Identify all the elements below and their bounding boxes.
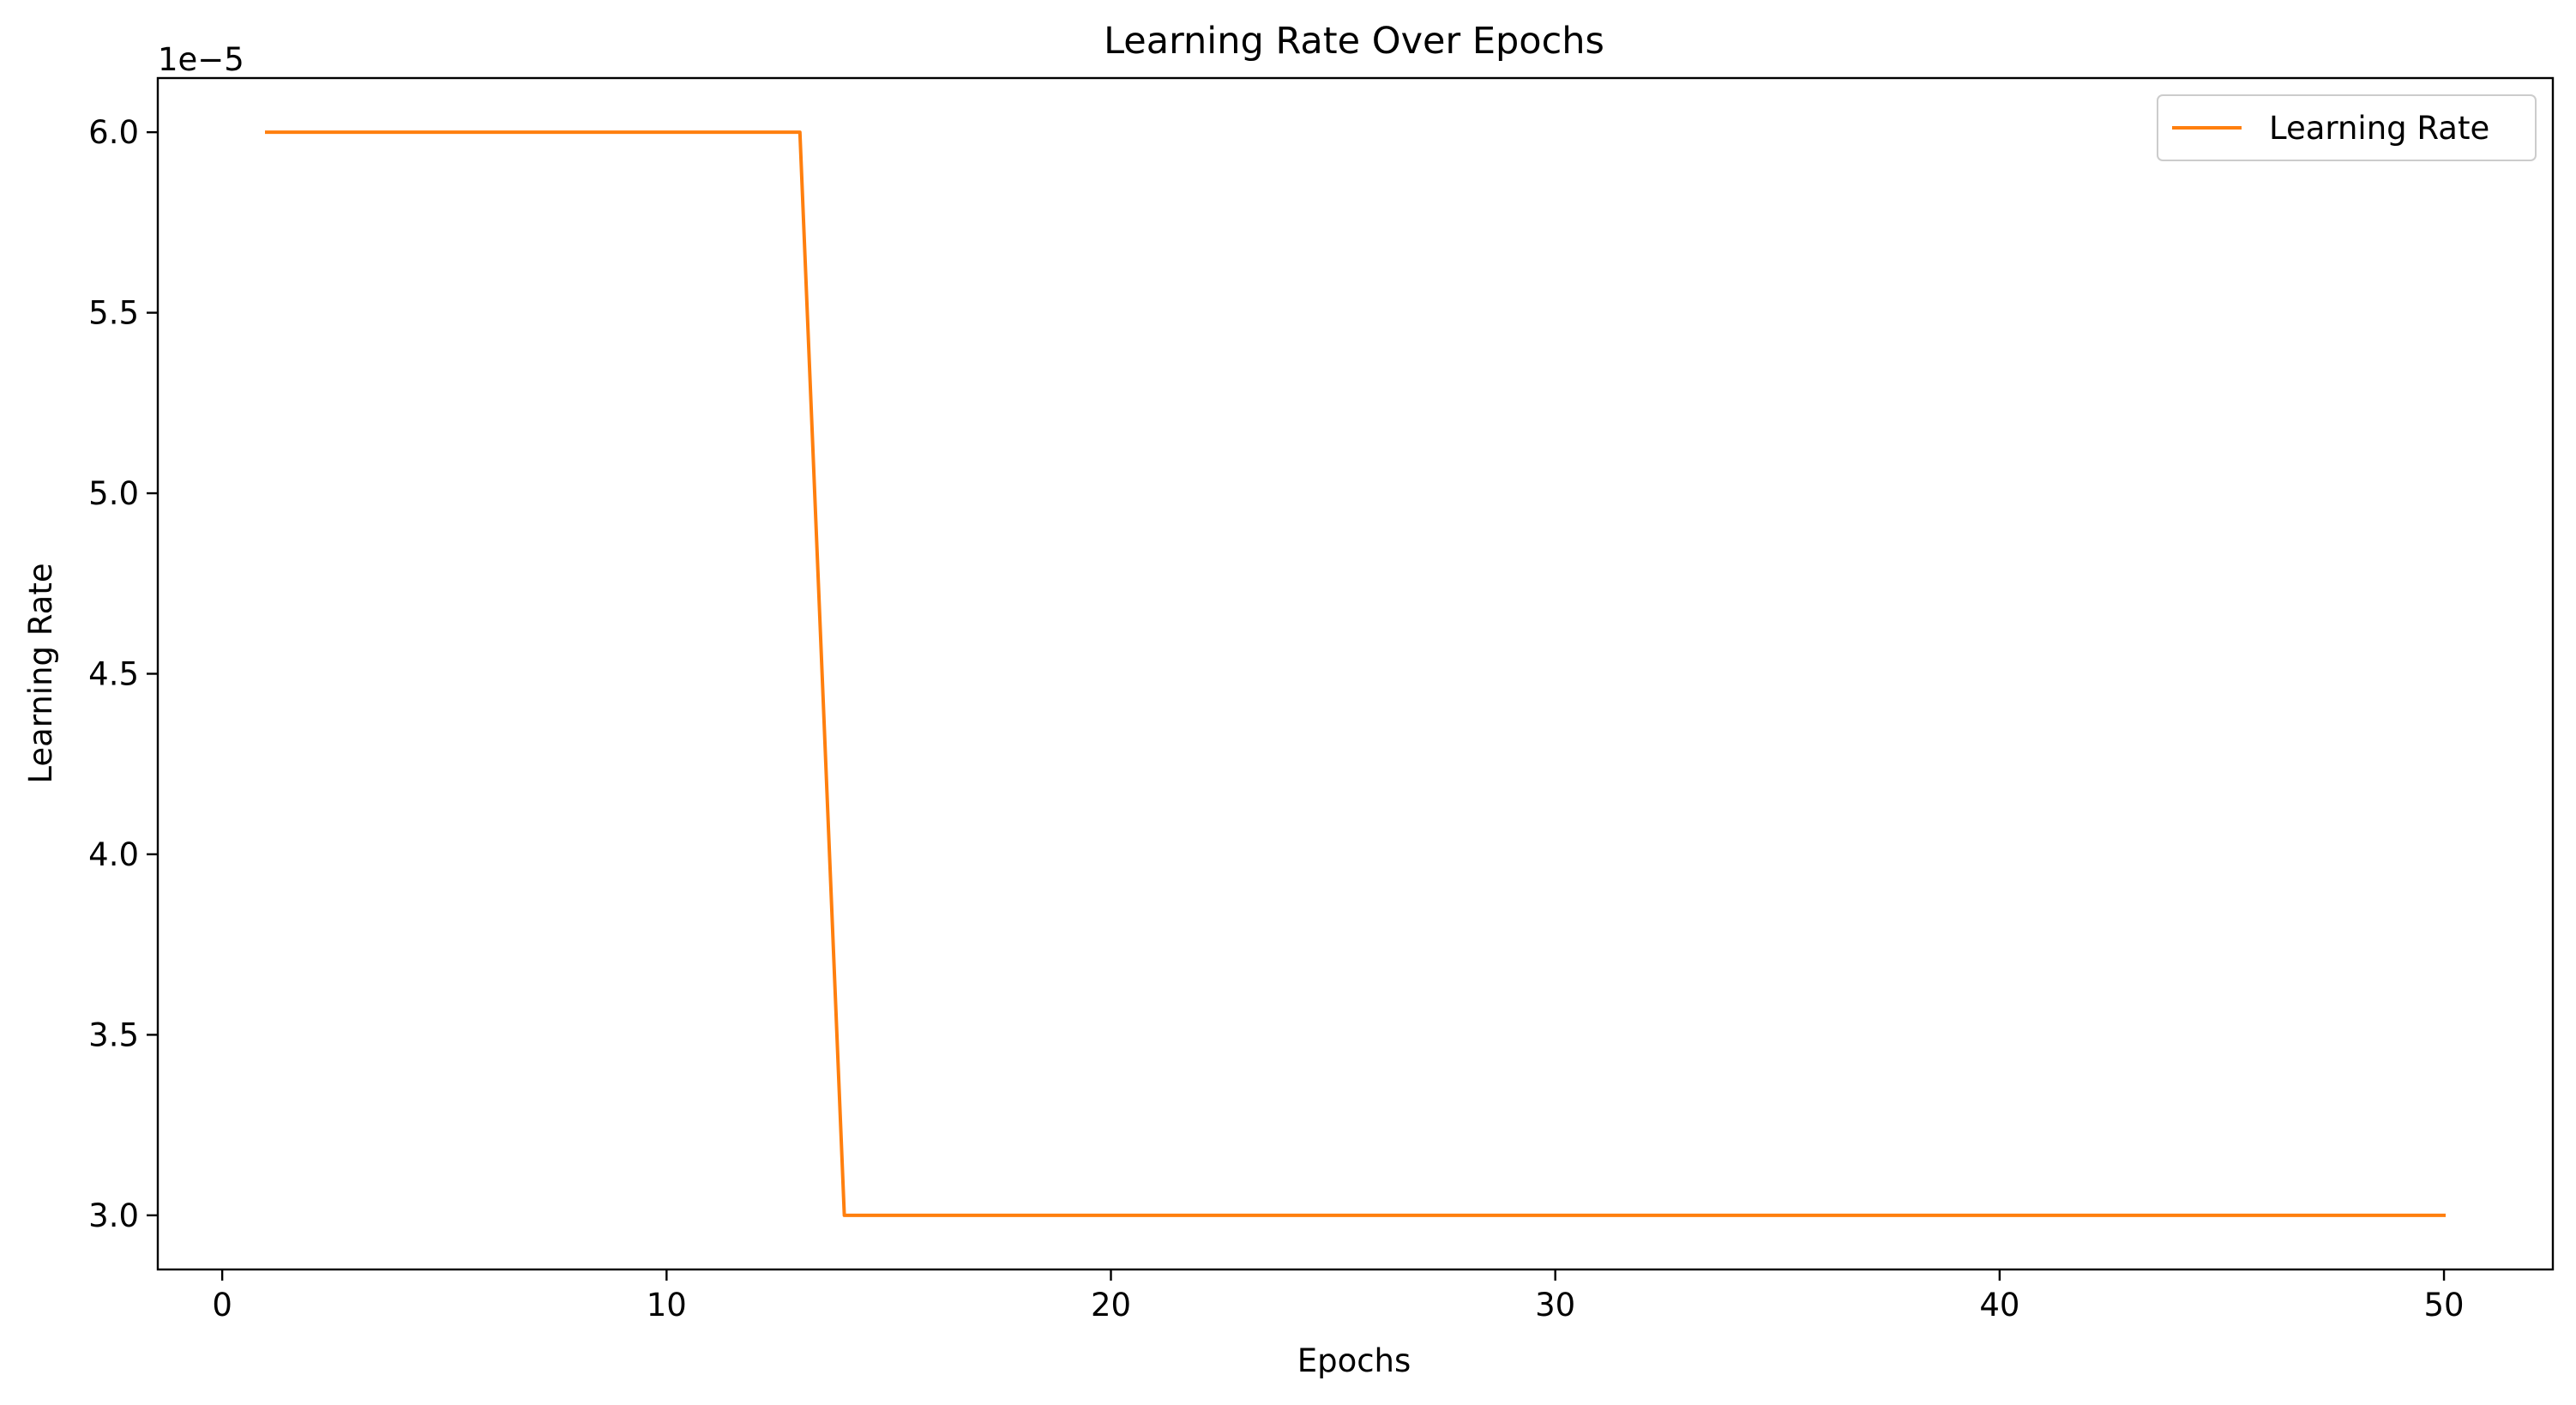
y-tick-label: 4.5 [88,656,139,693]
y-tick-label: 3.5 [88,1016,139,1053]
x-tick-label: 50 [2423,1287,2464,1324]
x-axis-label: Epochs [1297,1342,1411,1379]
series-layer [265,130,2446,1217]
y-tick-label: 5.5 [88,295,139,332]
y-axis-label: Learning Rate [22,563,59,783]
chart-title: Learning Rate Over Epochs [1104,20,1604,63]
y-tick-label: 4.0 [88,836,139,873]
legend: Learning Rate [2157,94,2537,161]
y-tick-label: 6.0 [88,114,139,151]
x-axis-ticks: 0 10 20 30 40 50 [212,1269,2465,1324]
plot-area-frame [156,76,2555,1271]
y-axis-ticks: 3.0 3.5 4.0 4.5 5.0 5.5 6.0 [88,114,158,1234]
y-tick-label: 3.0 [88,1197,139,1234]
x-tick-label: 40 [1979,1287,2019,1324]
y-tick-label: 5.0 [88,475,139,512]
legend-label: Learning Rate [2269,110,2489,147]
x-tick-label: 20 [1091,1287,1131,1324]
y-offset-label: 1e−5 [158,41,244,78]
x-tick-label: 0 [212,1287,232,1324]
x-tick-label: 30 [1535,1287,1575,1324]
x-tick-label: 10 [647,1287,687,1324]
legend-box [2157,94,2537,161]
series-line-learning-rate [265,130,2446,1217]
